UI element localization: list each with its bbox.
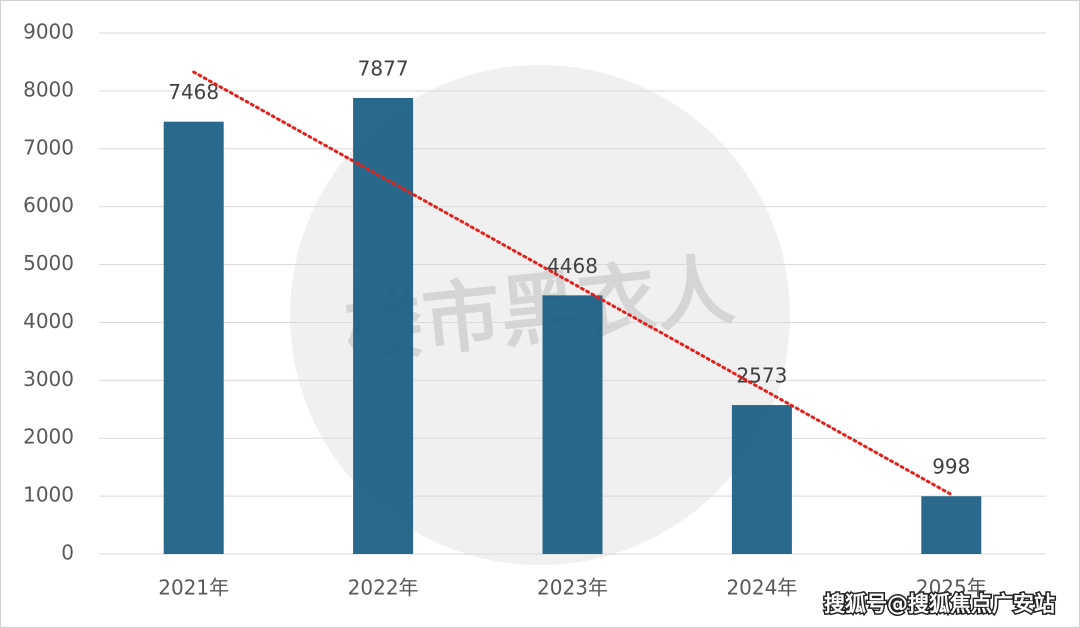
- trendline: [192, 70, 953, 496]
- bar: [353, 98, 414, 555]
- value-label: 7877: [358, 57, 409, 81]
- y-tick-label: 9000: [23, 20, 74, 44]
- bar: [921, 496, 982, 554]
- y-tick-label: 5000: [23, 251, 74, 275]
- x-tick-label: 2021年: [158, 576, 229, 600]
- bar: [542, 295, 603, 554]
- value-label: 2573: [736, 364, 787, 388]
- x-tick-label: 2022年: [348, 576, 419, 600]
- x-tick-label: 2023年: [537, 576, 608, 600]
- y-tick-label: 8000: [23, 77, 74, 101]
- watermark-circle: [290, 65, 790, 565]
- y-tick-label: 2000: [23, 425, 74, 449]
- y-tick-label: 6000: [23, 193, 74, 217]
- y-tick-label: 0: [61, 541, 74, 565]
- y-tick-label: 7000: [23, 135, 74, 159]
- x-tick-label: 2024年: [726, 576, 797, 600]
- bar: [731, 405, 792, 554]
- y-tick-label: 1000: [23, 483, 74, 507]
- value-label: 7468: [168, 80, 219, 104]
- y-tick-label: 3000: [23, 367, 74, 391]
- value-label: 998: [932, 455, 970, 479]
- bar: [163, 121, 224, 554]
- y-tick-label: 4000: [23, 309, 74, 333]
- x-tick-label: 2025年: [916, 576, 987, 600]
- source-label: 搜狐号@搜狐焦点广安站: [824, 592, 1055, 616]
